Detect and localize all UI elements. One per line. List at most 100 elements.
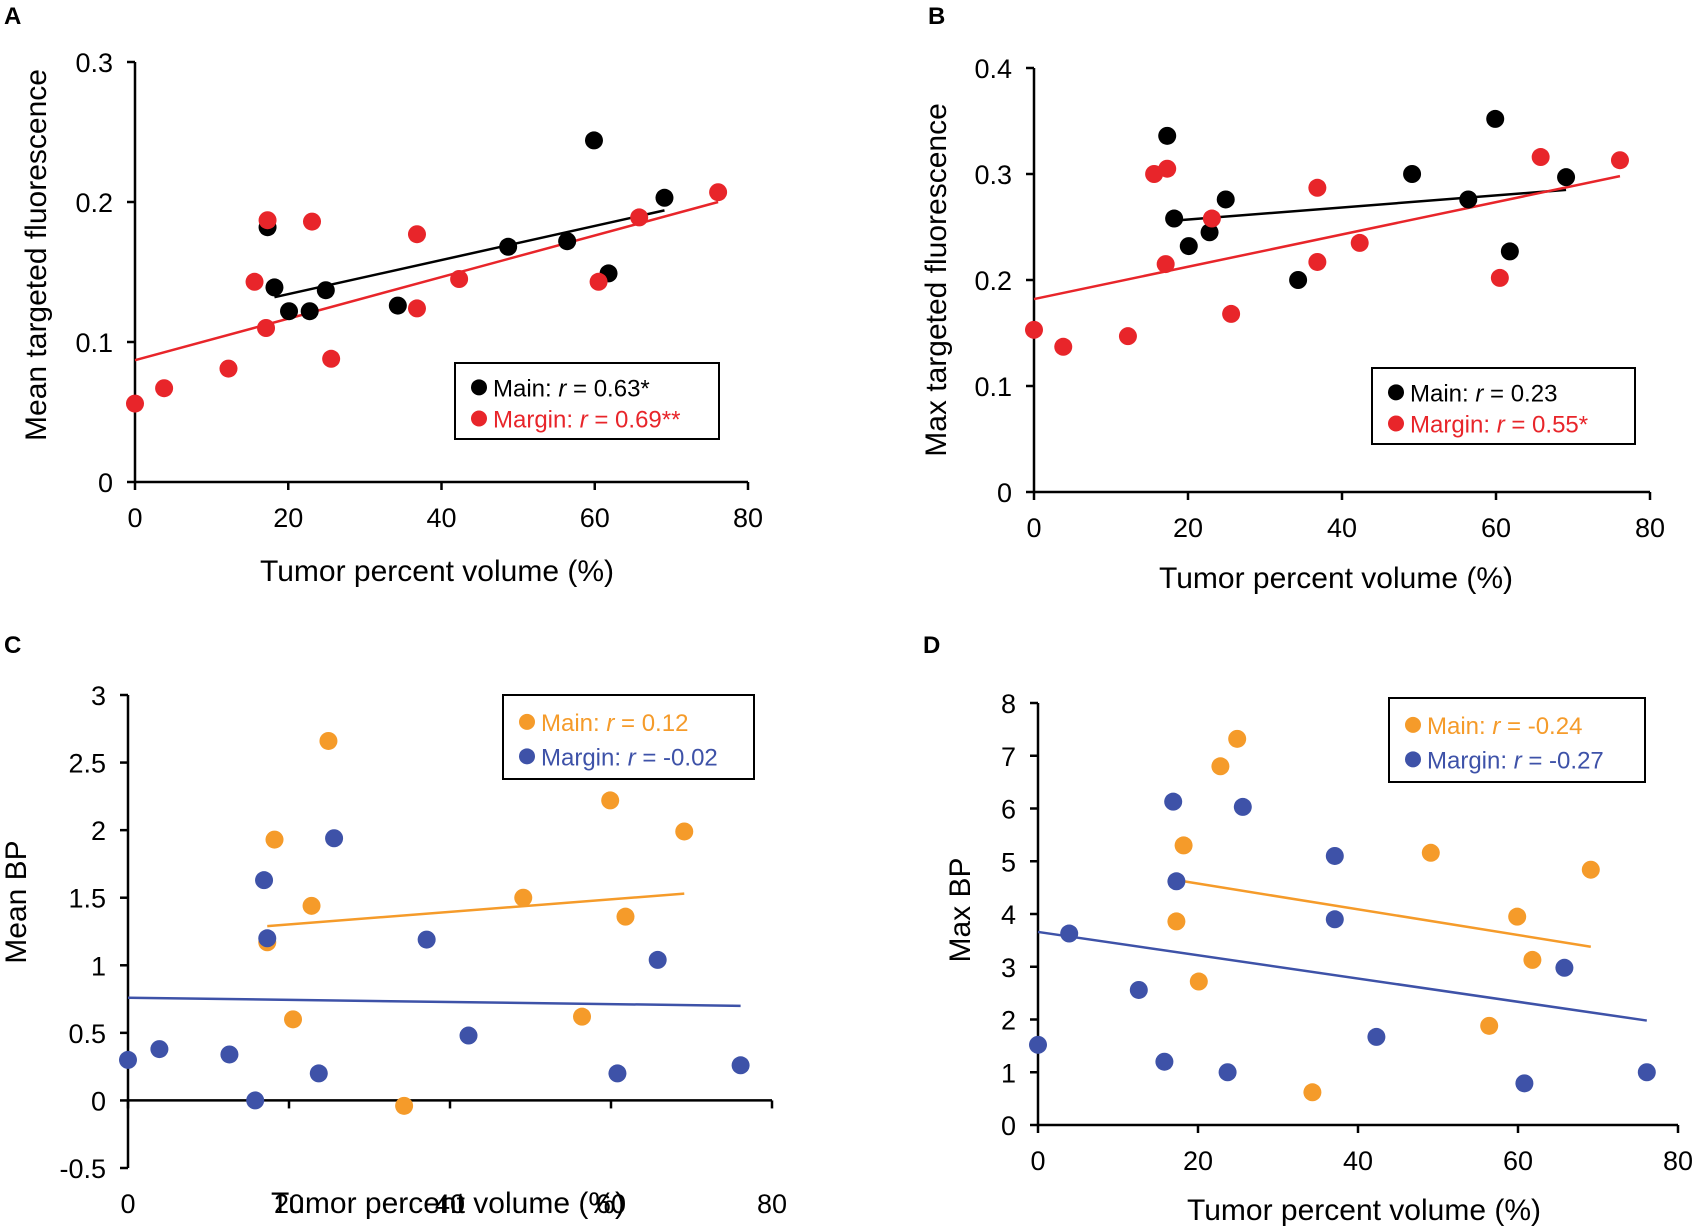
x-tick-label: 20	[274, 1189, 304, 1219]
data-point-margin	[417, 930, 436, 949]
legend-label-main: Main: r = 0.12	[541, 710, 688, 737]
data-point-margin	[1054, 337, 1073, 356]
x-tick-label: 20	[273, 503, 303, 533]
data-point-margin	[1367, 1027, 1386, 1046]
data-point-main	[1523, 950, 1542, 969]
data-point-main	[1211, 757, 1230, 776]
legend-marker-main	[519, 713, 535, 730]
data-point-margin	[1029, 1035, 1047, 1054]
y-tick-label: 0.1	[974, 372, 1012, 402]
data-point-main	[1167, 912, 1186, 931]
x-tick-label: 60	[1503, 1146, 1533, 1176]
data-point-margin	[1308, 178, 1327, 197]
data-point-main	[1480, 1016, 1499, 1035]
x-tick-label: 60	[596, 1189, 626, 1219]
data-point-margin	[1156, 255, 1175, 274]
fit-line-main	[1174, 188, 1567, 222]
legend-marker-margin	[1405, 751, 1421, 768]
data-point-main	[1200, 223, 1219, 242]
x-tick-label: 80	[733, 503, 763, 533]
x-axis-title-a: Tumor percent volume (%)	[260, 555, 614, 588]
panel-label-d: D	[923, 632, 940, 659]
data-point-main	[1228, 729, 1247, 748]
legend-marker-margin	[1388, 415, 1404, 432]
x-tick-label: 0	[1030, 1146, 1045, 1176]
y-axis-title-c: Mean BP	[0, 840, 33, 963]
legend-marker-main	[1388, 384, 1404, 401]
x-tick-label: 40	[426, 503, 456, 533]
data-point-margin	[126, 394, 144, 413]
data-point-margin	[589, 272, 608, 291]
data-point-margin	[407, 225, 426, 244]
data-point-margin	[1233, 797, 1252, 816]
data-point-main	[1508, 907, 1527, 926]
panel-label-a: A	[4, 3, 21, 30]
data-point-margin	[608, 1064, 627, 1083]
data-point-main	[499, 237, 518, 256]
fit-line-margin	[127, 996, 741, 1008]
legend-label-main: Main: r = -0.24	[1427, 713, 1582, 740]
legend-label-margin: Margin: r = 0.55*	[1410, 411, 1588, 438]
data-point-main	[300, 302, 319, 321]
data-point-main	[1403, 165, 1422, 183]
data-point-margin	[303, 212, 322, 231]
data-point-main	[284, 1010, 303, 1029]
data-point-margin	[1202, 209, 1221, 228]
data-point-main	[1289, 271, 1308, 289]
data-point-margin	[322, 349, 341, 368]
legend-marker-margin	[519, 748, 535, 765]
data-point-margin	[1129, 980, 1148, 999]
chart-panel-b: B Max targeted fluorescence Tumor percen…	[920, 3, 1665, 595]
fit-line-main	[1183, 880, 1591, 948]
y-tick-label: 0	[997, 478, 1012, 508]
data-point-margin	[1060, 924, 1079, 943]
data-point-margin	[1164, 792, 1183, 811]
data-point-main	[319, 731, 338, 750]
y-tick-label: 8	[1001, 689, 1016, 719]
y-tick-label: 0.5	[68, 1019, 106, 1049]
y-tick-label: 1.5	[68, 884, 106, 914]
data-point-main	[280, 302, 299, 321]
data-point-main	[1303, 1083, 1322, 1102]
x-tick-label: 80	[1663, 1146, 1693, 1176]
data-point-margin	[257, 319, 276, 337]
data-point-main	[655, 188, 674, 207]
data-point-margin	[630, 208, 649, 227]
legend-marker-main	[1405, 716, 1421, 733]
data-point-margin	[1515, 1074, 1534, 1093]
y-tick-label: 2	[91, 816, 106, 846]
data-point-margin	[1025, 320, 1043, 339]
data-point-main	[1581, 860, 1600, 879]
data-point-margin	[325, 829, 344, 848]
panel-label-c: C	[4, 632, 21, 659]
data-point-margin	[1167, 872, 1186, 891]
y-tick-label: 3	[91, 681, 106, 711]
data-point-margin	[1637, 1063, 1656, 1082]
legend-label-main: Main: r = 0.23	[1410, 380, 1557, 407]
y-tick-label: 4	[1001, 900, 1016, 930]
y-tick-label: 5	[1001, 847, 1016, 877]
y-tick-label: 0.3	[75, 48, 113, 78]
data-point-margin	[1325, 846, 1344, 865]
y-tick-label: 0.2	[974, 266, 1012, 296]
x-axis-title-b: Tumor percent volume (%)	[1159, 562, 1513, 595]
y-tick-label: 0	[98, 468, 113, 498]
x-tick-label: 60	[580, 503, 610, 533]
x-tick-label: 0	[127, 503, 142, 533]
data-point-main	[514, 888, 533, 907]
data-point-margin	[1325, 910, 1344, 929]
y-tick-label: 0	[91, 1086, 106, 1116]
data-point-margin	[150, 1040, 169, 1059]
data-point-margin	[407, 299, 426, 318]
x-tick-label: 40	[435, 1189, 465, 1219]
data-point-margin	[1350, 233, 1369, 252]
data-point-main	[573, 1007, 592, 1026]
x-tick-label: 40	[1327, 513, 1357, 543]
data-point-margin	[1158, 159, 1177, 178]
data-point-margin	[731, 1056, 750, 1075]
x-tick-label: 20	[1173, 513, 1203, 543]
data-point-main	[1421, 843, 1440, 862]
fit-line-main	[267, 892, 685, 928]
data-point-main	[1486, 109, 1505, 128]
